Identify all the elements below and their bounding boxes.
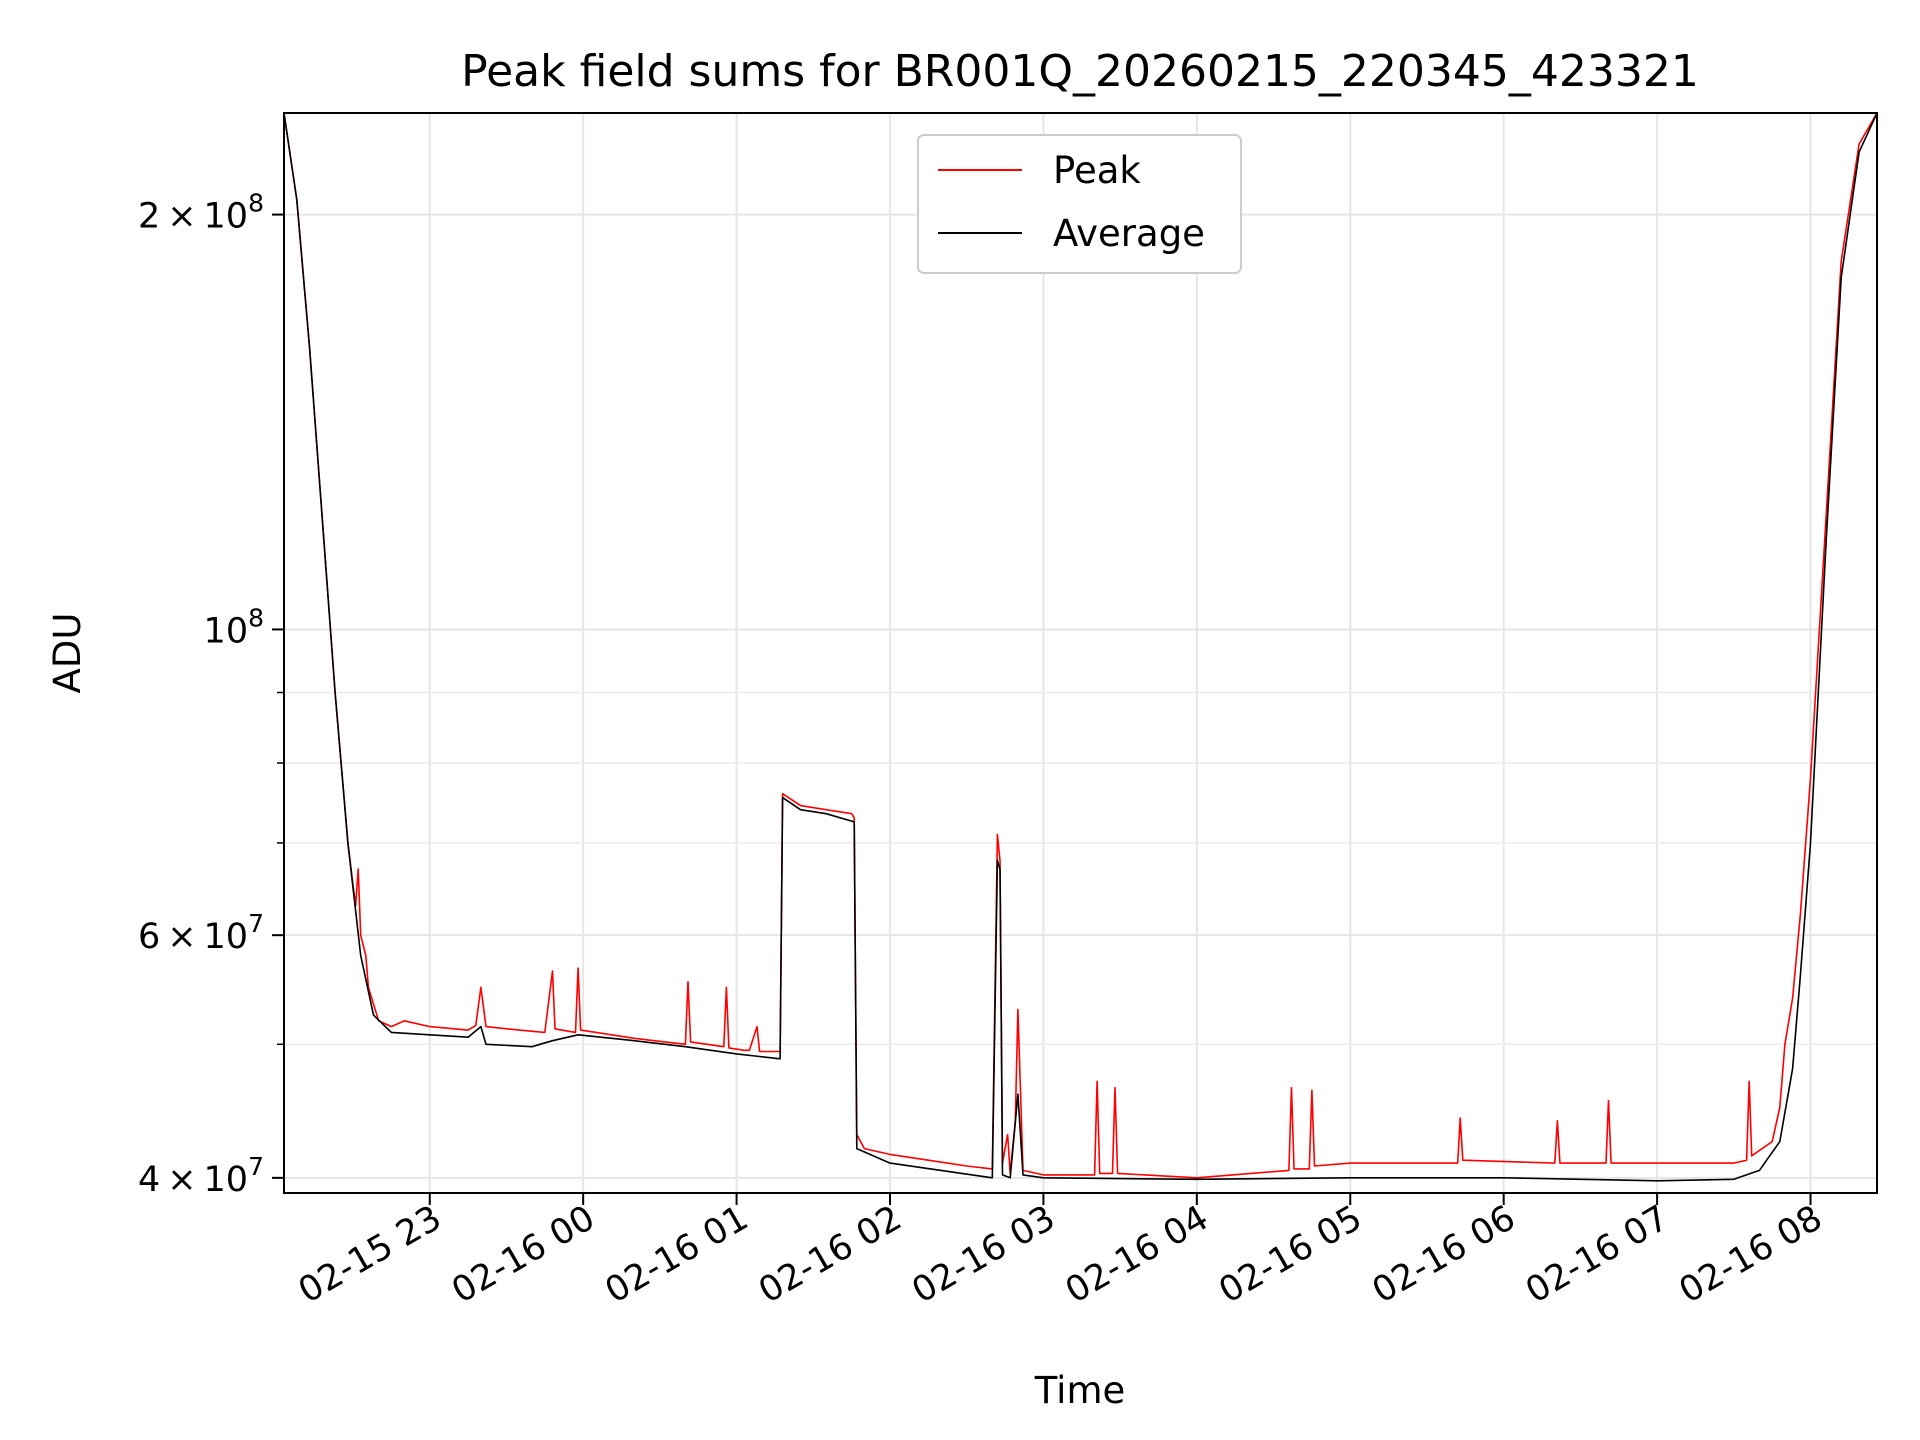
y-axis: 4 × 107 6 × 107 108 2 × 108 — [138, 189, 284, 1200]
x-axis-label: Time — [1034, 1369, 1126, 1412]
y-tick-label: 2 × 108 — [138, 189, 264, 237]
y-axis-label: ADU — [46, 613, 89, 694]
legend-label-peak: Peak — [1053, 149, 1141, 192]
y-tick-label: 6 × 107 — [138, 909, 264, 957]
series-line-peak — [283, 112, 1878, 1179]
plot-frame — [283, 112, 1878, 1194]
series-layer — [283, 112, 1878, 1182]
legend-label-average: Average — [1053, 212, 1205, 255]
series-line-average — [283, 112, 1878, 1182]
legend: Peak Average — [917, 134, 1242, 274]
y-tick-label: 4 × 107 — [138, 1152, 264, 1200]
chart-title: Peak field sums for BR001Q_20260215_2203… — [461, 46, 1699, 97]
y-tick-label: 108 — [204, 603, 264, 651]
